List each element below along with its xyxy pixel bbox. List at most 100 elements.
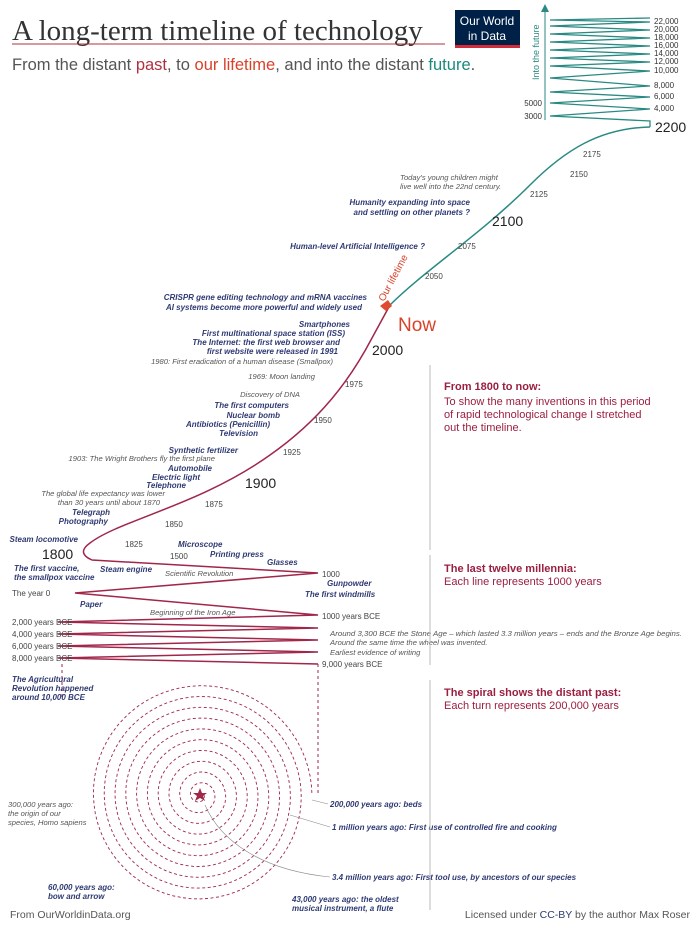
events-text: The Agricultural [12,675,74,684]
title: A long-term timeline of technology [12,15,423,47]
years-text: 2000 [372,342,403,358]
events-text: Paper [80,600,103,609]
years-text: 1825 [125,540,143,549]
events-text: The Internet: the first web browser and [192,338,341,347]
future-text: 3000 [524,112,542,121]
future-text: 12,000 [654,57,679,66]
events-text: 1903: The Wright Brothers fly the first … [69,454,215,463]
years-text: 8,000 years BCE [12,654,72,663]
header-text: past [136,56,168,74]
events-text: Glasses [267,558,298,567]
g: Today's young children might live well i… [10,173,682,702]
path [389,126,651,306]
rect [455,10,520,48]
sections-text: Each line represents 1000 years [444,576,602,588]
footer-text: Licensed under [465,909,540,921]
years-text: 1975 [345,380,363,389]
events-text: Telephone [146,481,186,490]
events-text: Steam engine [100,565,153,574]
sections-text: The last twelve millennia: [444,563,577,575]
events-text: Steam locomotive [10,535,79,544]
years-text: 4,000 years BCE [12,630,72,639]
footer-text: CC-BY [540,909,573,921]
years-text: 1950 [314,416,332,425]
spiral-events-text: 1 million years ago: First use of contro… [332,823,557,832]
line [289,814,331,828]
events-text: Photography [59,517,109,526]
future-text: 6,000 [654,92,675,101]
header-text: our lifetime [195,56,276,74]
future-text: 4,000 [654,104,675,113]
years-text: 1000 years BCE [322,612,380,621]
events-text: the smallpox vaccine [14,573,95,582]
years-text: 1875 [205,500,223,509]
spiral-events-text: bow and arrow [48,892,105,901]
events-text: Smartphones [299,320,351,329]
future-text: 14,000 [654,49,679,58]
events-text: First multinational space station (ISS) [202,329,345,338]
events-text: The first vaccine, [14,564,79,573]
sections-text: out the timeline. [444,422,522,434]
years-text: The year 0 [12,589,51,598]
g: From 1800 to now: To show the many inven… [429,365,651,910]
header-text: in Data [468,29,506,43]
years-text: 6,000 years BCE [12,642,72,651]
spiral [92,685,313,900]
future-text: 20,000 [654,25,679,34]
events-text: Today's young children might [400,173,499,182]
events-text: than 30 years until about 1870 [58,498,161,507]
years-text: 2100 [492,213,523,229]
events-text: Discovery of DNA [240,390,300,399]
events-text: The first windmills [305,590,376,599]
future-text: 18,000 [654,33,679,42]
years-text: 2125 [530,190,548,199]
events-text: Television [219,429,258,438]
path [204,804,331,878]
years-text: 2075 [458,242,476,251]
future-text: 10,000 [654,66,679,75]
years-text: 1800 [42,546,73,562]
line [311,799,329,805]
spiral-events-text: species, Homo sapiens [8,818,87,827]
header-text: , and into the distant [275,56,428,74]
events-text: around 10,000 BCE [12,693,86,702]
sections-text: of rapid technological change I stretche… [444,409,642,421]
years-text: Now [398,315,436,336]
sections-text: Each turn represents 200,000 years [444,700,619,712]
years-text: 2050 [425,272,443,281]
events-text: Beginning of the Iron Age [150,608,235,617]
events-text: Electric light [152,473,200,482]
future-text: 2200 [655,119,686,135]
events-text: Humanity expanding into space [350,198,471,207]
events-text: Gunpowder [327,579,372,588]
events-text: live well into the 22nd century. [400,182,501,191]
text: Licensed under CC-BY by the author Max R… [465,909,691,921]
events-text: first website were released in 1991 [207,347,339,356]
spiral-events-text: 60,000 years ago: [48,883,115,892]
years-text: 1925 [283,448,301,457]
events-text: The first computers [214,401,289,410]
g [92,685,313,900]
g: 2175 2150 2125 2100 2075 2050 Now 2000 1… [12,150,601,669]
subtitle: From the distant past, to our lifetime, … [12,56,475,74]
years-text: 1500 [170,552,188,561]
header-text: From the distant [12,56,136,74]
events-text: Scientific Revolution [165,569,233,578]
spiral-events-text: the origin of our [8,809,61,818]
future-text: 8,000 [654,81,675,90]
events-text: 1980: First eradication of a human disea… [151,357,333,366]
events-text: Earliest evidence of writing [330,648,421,657]
future-text: 16,000 [654,41,679,50]
polygon [380,300,392,311]
years-text: 1850 [165,520,183,529]
years-text: 2,000 years BCE [12,618,72,627]
events-text: Automobile [167,464,213,473]
header-text: future [428,56,470,74]
events-text: and settling on other planets ? [354,208,471,217]
polygon [541,4,549,12]
future-text: 22,000 [654,17,679,26]
polygon [193,788,207,801]
spiral-events-text: 300,000 years ago: [8,800,73,809]
future-text: Into the future [531,24,541,80]
